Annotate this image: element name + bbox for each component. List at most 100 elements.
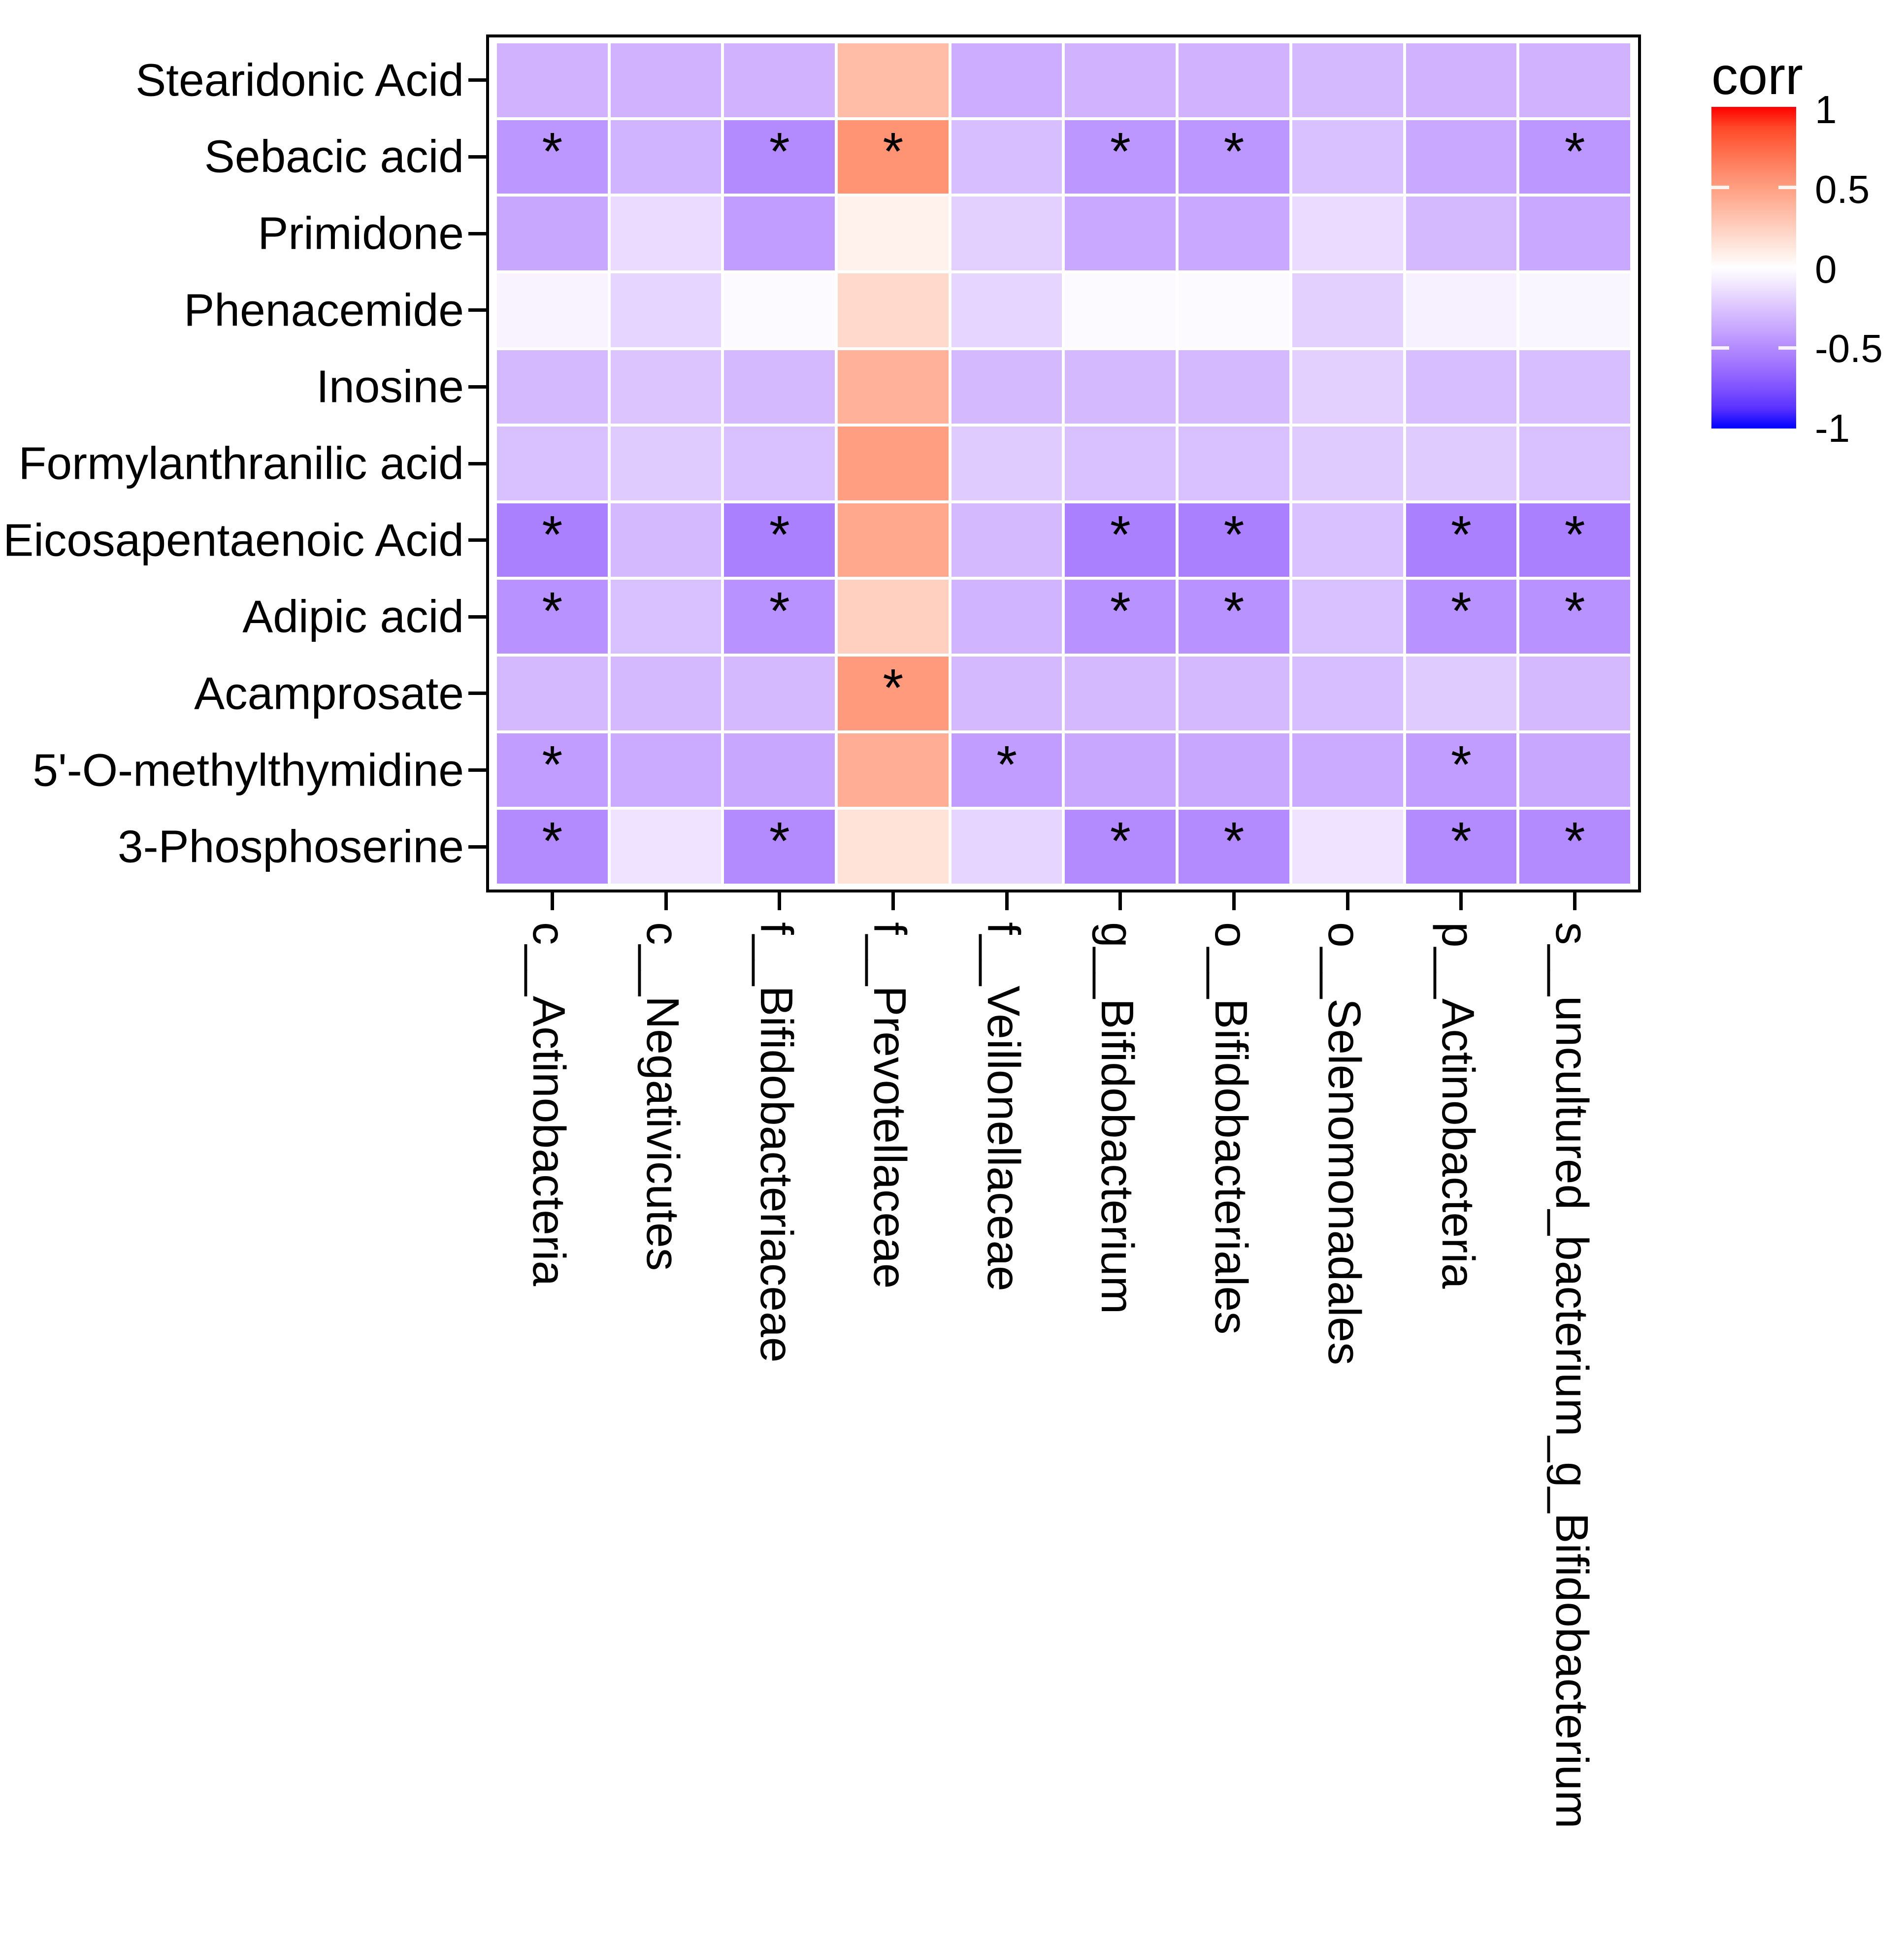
heatmap-cell: * — [838, 657, 949, 730]
legend-tick-notch — [1711, 185, 1729, 189]
x-axis-label-text: c__Actinobacteria — [524, 922, 575, 1286]
heatmap-cell: * — [1065, 810, 1176, 884]
heatmap-cell — [610, 120, 722, 194]
significance-asterisk: * — [542, 121, 563, 181]
y-axis-label: Inosine — [316, 361, 464, 412]
heatmap-cell — [951, 197, 1062, 270]
heatmap-cell: * — [497, 120, 608, 194]
y-axis-tick — [468, 615, 486, 619]
y-axis-label: Sebacic acid — [204, 131, 464, 182]
heatmap-cell — [1292, 273, 1403, 347]
significance-asterisk: * — [1223, 121, 1245, 181]
significance-asterisk: * — [1564, 504, 1585, 564]
heatmap-cell — [838, 350, 949, 424]
heatmap-grid: * * * * * * * * * * * * * * * * * * * * * * * * * * * * — [489, 37, 1638, 890]
significance-asterisk: * — [1450, 811, 1472, 871]
heatmap-cell — [1519, 657, 1630, 730]
heatmap-cell — [951, 120, 1062, 194]
significance-asterisk: * — [542, 811, 563, 871]
significance-asterisk: * — [769, 581, 790, 641]
y-axis-label: 3-Phosphoserine — [117, 821, 464, 872]
heatmap-cell: * — [1519, 810, 1630, 884]
heatmap-cell — [1406, 120, 1517, 194]
heatmap-cell: * — [1406, 810, 1517, 884]
heatmap-cell — [1065, 733, 1176, 807]
heatmap-cell: * — [724, 810, 835, 884]
y-axis-tick — [468, 78, 486, 82]
significance-asterisk: * — [1223, 581, 1245, 641]
significance-asterisk: * — [1564, 811, 1585, 871]
heatmap-cell — [1519, 43, 1630, 117]
heatmap-cell — [610, 580, 722, 654]
legend-gradient-bar — [1711, 107, 1796, 429]
x-axis-label-text: s__uncultured_bacterium_g_Bifidobacteriu… — [1546, 922, 1598, 1829]
y-axis-label: Stearidonic Acid — [135, 54, 464, 106]
heatmap-cell — [724, 273, 835, 347]
y-axis-tick — [468, 155, 486, 159]
x-axis-tick — [1346, 892, 1349, 910]
heatmap-cell: * — [1406, 733, 1517, 807]
x-axis-tick — [891, 892, 895, 910]
heatmap-cell — [610, 197, 722, 270]
heatmap-cell — [838, 503, 949, 577]
heatmap-cell — [1065, 43, 1176, 117]
heatmap-cell: * — [497, 580, 608, 654]
significance-asterisk: * — [1450, 734, 1472, 794]
y-axis-label: Acamprosate — [194, 667, 464, 719]
heatmap-cell — [1065, 273, 1176, 347]
heatmap-cell — [724, 427, 835, 500]
heatmap-cell — [1292, 427, 1403, 500]
heatmap-cell — [951, 273, 1062, 347]
heatmap-cell — [724, 733, 835, 807]
heatmap-cell — [951, 580, 1062, 654]
heatmap-cell — [1179, 43, 1289, 117]
heatmap-cell: * — [951, 733, 1062, 807]
heatmap-cell — [1292, 503, 1403, 577]
heatmap-cell — [610, 350, 722, 424]
significance-asterisk: * — [1564, 581, 1585, 641]
x-axis-label-text: f__Prevotellaceae — [864, 922, 916, 1289]
heatmap-cell — [1519, 350, 1630, 424]
heatmap-cell — [610, 657, 722, 730]
x-axis-tick — [1459, 892, 1463, 910]
y-axis-tick — [468, 845, 486, 849]
heatmap-cell — [838, 197, 949, 270]
heatmap-cell: * — [1179, 503, 1289, 577]
heatmap-cell — [951, 43, 1062, 117]
legend-tick-label: 0 — [1815, 247, 1837, 291]
y-axis-tick — [468, 692, 486, 695]
heatmap-cell — [724, 350, 835, 424]
heatmap-cell: * — [1179, 120, 1289, 194]
x-axis-label-text: o__Bifidobacteriales — [1205, 922, 1257, 1335]
y-axis-label: Phenacemide — [184, 284, 464, 336]
heatmap-cell — [838, 810, 949, 884]
y-axis-tick — [468, 462, 486, 465]
significance-asterisk: * — [1450, 581, 1472, 641]
significance-asterisk: * — [1223, 811, 1245, 871]
x-axis-tick — [1118, 892, 1122, 910]
heatmap-cell — [610, 427, 722, 500]
heatmap-cell: * — [1065, 503, 1176, 577]
legend-tick-notch — [1711, 346, 1729, 350]
significance-asterisk: * — [542, 581, 563, 641]
x-axis-tick — [664, 892, 668, 910]
heatmap-cell — [1292, 810, 1403, 884]
heatmap-cell — [724, 657, 835, 730]
heatmap-cell — [951, 350, 1062, 424]
heatmap-cell — [724, 43, 835, 117]
heatmap-cell — [1292, 197, 1403, 270]
heatmap-cell — [610, 733, 722, 807]
significance-asterisk: * — [542, 504, 563, 564]
heatmap-cell — [1179, 733, 1289, 807]
y-axis-tick — [468, 308, 486, 312]
heatmap-cell — [610, 503, 722, 577]
heatmap-cell — [1406, 43, 1517, 117]
heatmap-cell — [1519, 197, 1630, 270]
heatmap-cell — [1179, 427, 1289, 500]
significance-asterisk: * — [1110, 811, 1131, 871]
significance-asterisk: * — [883, 658, 904, 718]
heatmap-cell: * — [724, 580, 835, 654]
heatmap-cell: * — [1519, 120, 1630, 194]
significance-asterisk: * — [542, 734, 563, 794]
